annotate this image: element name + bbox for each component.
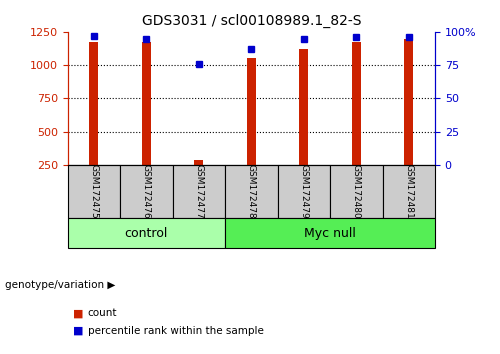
Text: genotype/variation ▶: genotype/variation ▶	[5, 280, 116, 290]
Bar	[225, 218, 435, 248]
Text: control: control	[124, 227, 168, 240]
Text: GSM172481: GSM172481	[404, 164, 413, 219]
Text: ■: ■	[72, 326, 83, 336]
Bar	[68, 165, 120, 218]
Title: GDS3031 / scl00108989.1_82-S: GDS3031 / scl00108989.1_82-S	[142, 14, 361, 28]
Bar	[330, 165, 382, 218]
Bar	[352, 42, 361, 165]
Bar	[172, 165, 225, 218]
Text: count: count	[88, 308, 117, 318]
Bar	[89, 42, 99, 165]
Text: GSM172479: GSM172479	[299, 164, 308, 219]
Bar	[194, 160, 203, 165]
Text: percentile rank within the sample: percentile rank within the sample	[88, 326, 264, 336]
Bar	[246, 58, 256, 165]
Bar	[120, 165, 172, 218]
Text: GSM172480: GSM172480	[352, 164, 361, 219]
Text: GSM172477: GSM172477	[194, 164, 203, 219]
Text: GSM172476: GSM172476	[142, 164, 151, 219]
Bar	[68, 218, 225, 248]
Bar	[382, 165, 435, 218]
Bar	[404, 39, 413, 165]
Text: GSM172475: GSM172475	[89, 164, 98, 219]
Bar	[299, 49, 308, 165]
Text: ■: ■	[72, 308, 83, 318]
Text: GSM172478: GSM172478	[247, 164, 256, 219]
Bar	[278, 165, 330, 218]
Bar	[225, 165, 278, 218]
Text: Myc null: Myc null	[304, 227, 356, 240]
Bar	[142, 42, 151, 165]
